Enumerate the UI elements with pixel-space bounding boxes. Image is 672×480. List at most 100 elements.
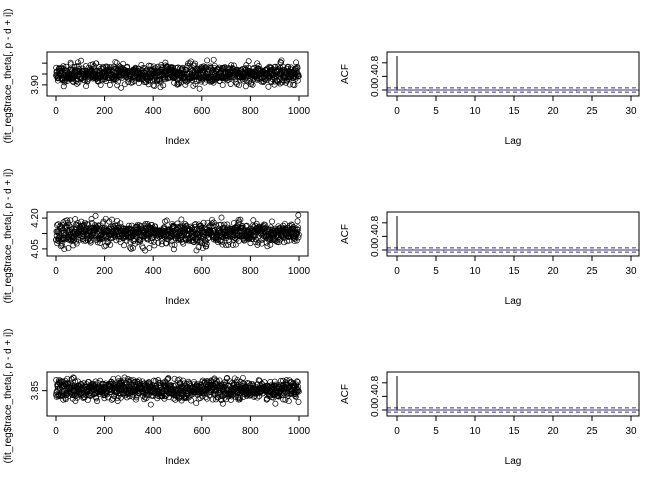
trace-point <box>134 221 141 228</box>
trace-point <box>242 83 249 90</box>
trace-point <box>106 82 113 88</box>
trace-point <box>54 222 60 229</box>
x-tick-label: 400 <box>145 266 162 277</box>
trace-point <box>218 214 225 221</box>
trace-point <box>138 62 145 68</box>
y-axis: 3.85 <box>30 380 47 400</box>
trace-point <box>236 82 242 89</box>
trace-point <box>162 218 169 225</box>
trace-point <box>162 393 169 400</box>
trace-point <box>150 63 157 70</box>
trace-point <box>127 244 134 251</box>
y-tick-label: 3.85 <box>30 380 41 400</box>
x-tick-label: 800 <box>242 266 259 277</box>
trace-point <box>73 80 80 87</box>
trace-point <box>294 379 301 386</box>
trace-point <box>294 218 301 225</box>
trace-point <box>150 238 157 245</box>
y-axis-label: ACF <box>340 224 351 244</box>
trace-points <box>53 212 302 254</box>
trace-point <box>74 59 81 66</box>
trace-point <box>160 82 167 89</box>
x-tick-label: 200 <box>96 266 113 277</box>
x-tick-label: 30 <box>625 106 637 117</box>
plot-frame <box>386 371 640 417</box>
trace-point <box>112 58 119 65</box>
x-axis-label: Lag <box>505 456 522 467</box>
trace-point <box>155 239 162 246</box>
x-tick-label: 15 <box>508 426 520 437</box>
trace-point <box>89 61 96 68</box>
y-tick-label: 0.0 <box>370 243 381 257</box>
trace-point <box>94 398 101 404</box>
trace-point <box>97 81 104 88</box>
y-axis-label: (fit_reg$trace_theta[, p - d + i]) <box>3 9 14 144</box>
trace-point <box>219 400 226 407</box>
trace-point <box>293 59 300 66</box>
y-tick-label: 0.8 <box>370 375 381 389</box>
x-tick-label: 20 <box>547 266 559 277</box>
trace-point <box>255 63 262 69</box>
trace-point <box>121 242 127 249</box>
trace-point <box>151 242 158 249</box>
trace-point <box>206 392 213 399</box>
trace-point <box>118 84 125 91</box>
trace-point <box>117 239 124 246</box>
trace-point <box>285 64 292 71</box>
trace-point <box>272 400 279 407</box>
y-axis-label: (fit_reg$trace_theta[, p - d + i]) <box>3 169 14 304</box>
trace-point <box>171 242 178 248</box>
trace-point <box>75 79 82 86</box>
trace-point <box>132 396 139 403</box>
trace-point <box>114 82 121 89</box>
trace-point <box>295 388 302 395</box>
trace-point <box>113 59 120 66</box>
trace-point <box>252 233 258 239</box>
trace-point <box>267 78 274 85</box>
acf-bars <box>396 216 624 251</box>
trace-point <box>80 237 87 244</box>
plot-frame <box>386 51 640 97</box>
y-axis: 0.00.40.8 <box>370 375 388 417</box>
x-axis: 0 5 10 15 20 25 30 <box>394 255 637 277</box>
trace-point <box>58 240 65 247</box>
trace-point <box>199 245 206 252</box>
trace-point <box>278 57 285 64</box>
trace-point <box>60 63 67 70</box>
trace-point <box>267 241 274 248</box>
trace-point <box>195 244 202 251</box>
x-tick-label: 400 <box>145 426 162 437</box>
x-tick-label: 1000 <box>288 106 311 117</box>
x-axis-label: Index <box>165 296 189 307</box>
trace-point <box>193 247 200 254</box>
trace-point <box>204 57 211 64</box>
y-tick-label: 3.90 <box>30 75 41 95</box>
trace-point <box>110 395 117 402</box>
trace-point <box>158 241 165 248</box>
x-tick-label: 25 <box>586 426 598 437</box>
x-tick-label: 30 <box>625 266 637 277</box>
trace-point <box>286 81 293 88</box>
trace-point <box>163 217 170 224</box>
x-tick-label: 1000 <box>288 426 311 437</box>
y-tick-label: 0.0 <box>370 83 381 97</box>
x-tick-label: 800 <box>242 106 259 117</box>
trace-plot-1: 0 200 400 600 800 1000 Index 3.90 (fit_reg$trace… <box>3 9 311 147</box>
trace-point <box>125 222 132 229</box>
trace-point <box>114 221 121 228</box>
trace-point <box>78 57 84 64</box>
trace-point <box>65 245 72 252</box>
y-tick-label: 0.4 <box>370 389 381 403</box>
trace-point <box>96 64 103 70</box>
acf-bars <box>396 56 632 91</box>
trace-point <box>87 239 94 246</box>
trace-point <box>183 64 190 71</box>
x-tick-label: 15 <box>508 106 520 117</box>
trace-point <box>294 65 301 71</box>
trace-point <box>245 58 252 65</box>
x-tick-label: 0 <box>53 426 59 437</box>
x-axis-label: Index <box>165 456 189 467</box>
trace-point <box>192 81 199 87</box>
x-tick-label: 1000 <box>288 266 311 277</box>
